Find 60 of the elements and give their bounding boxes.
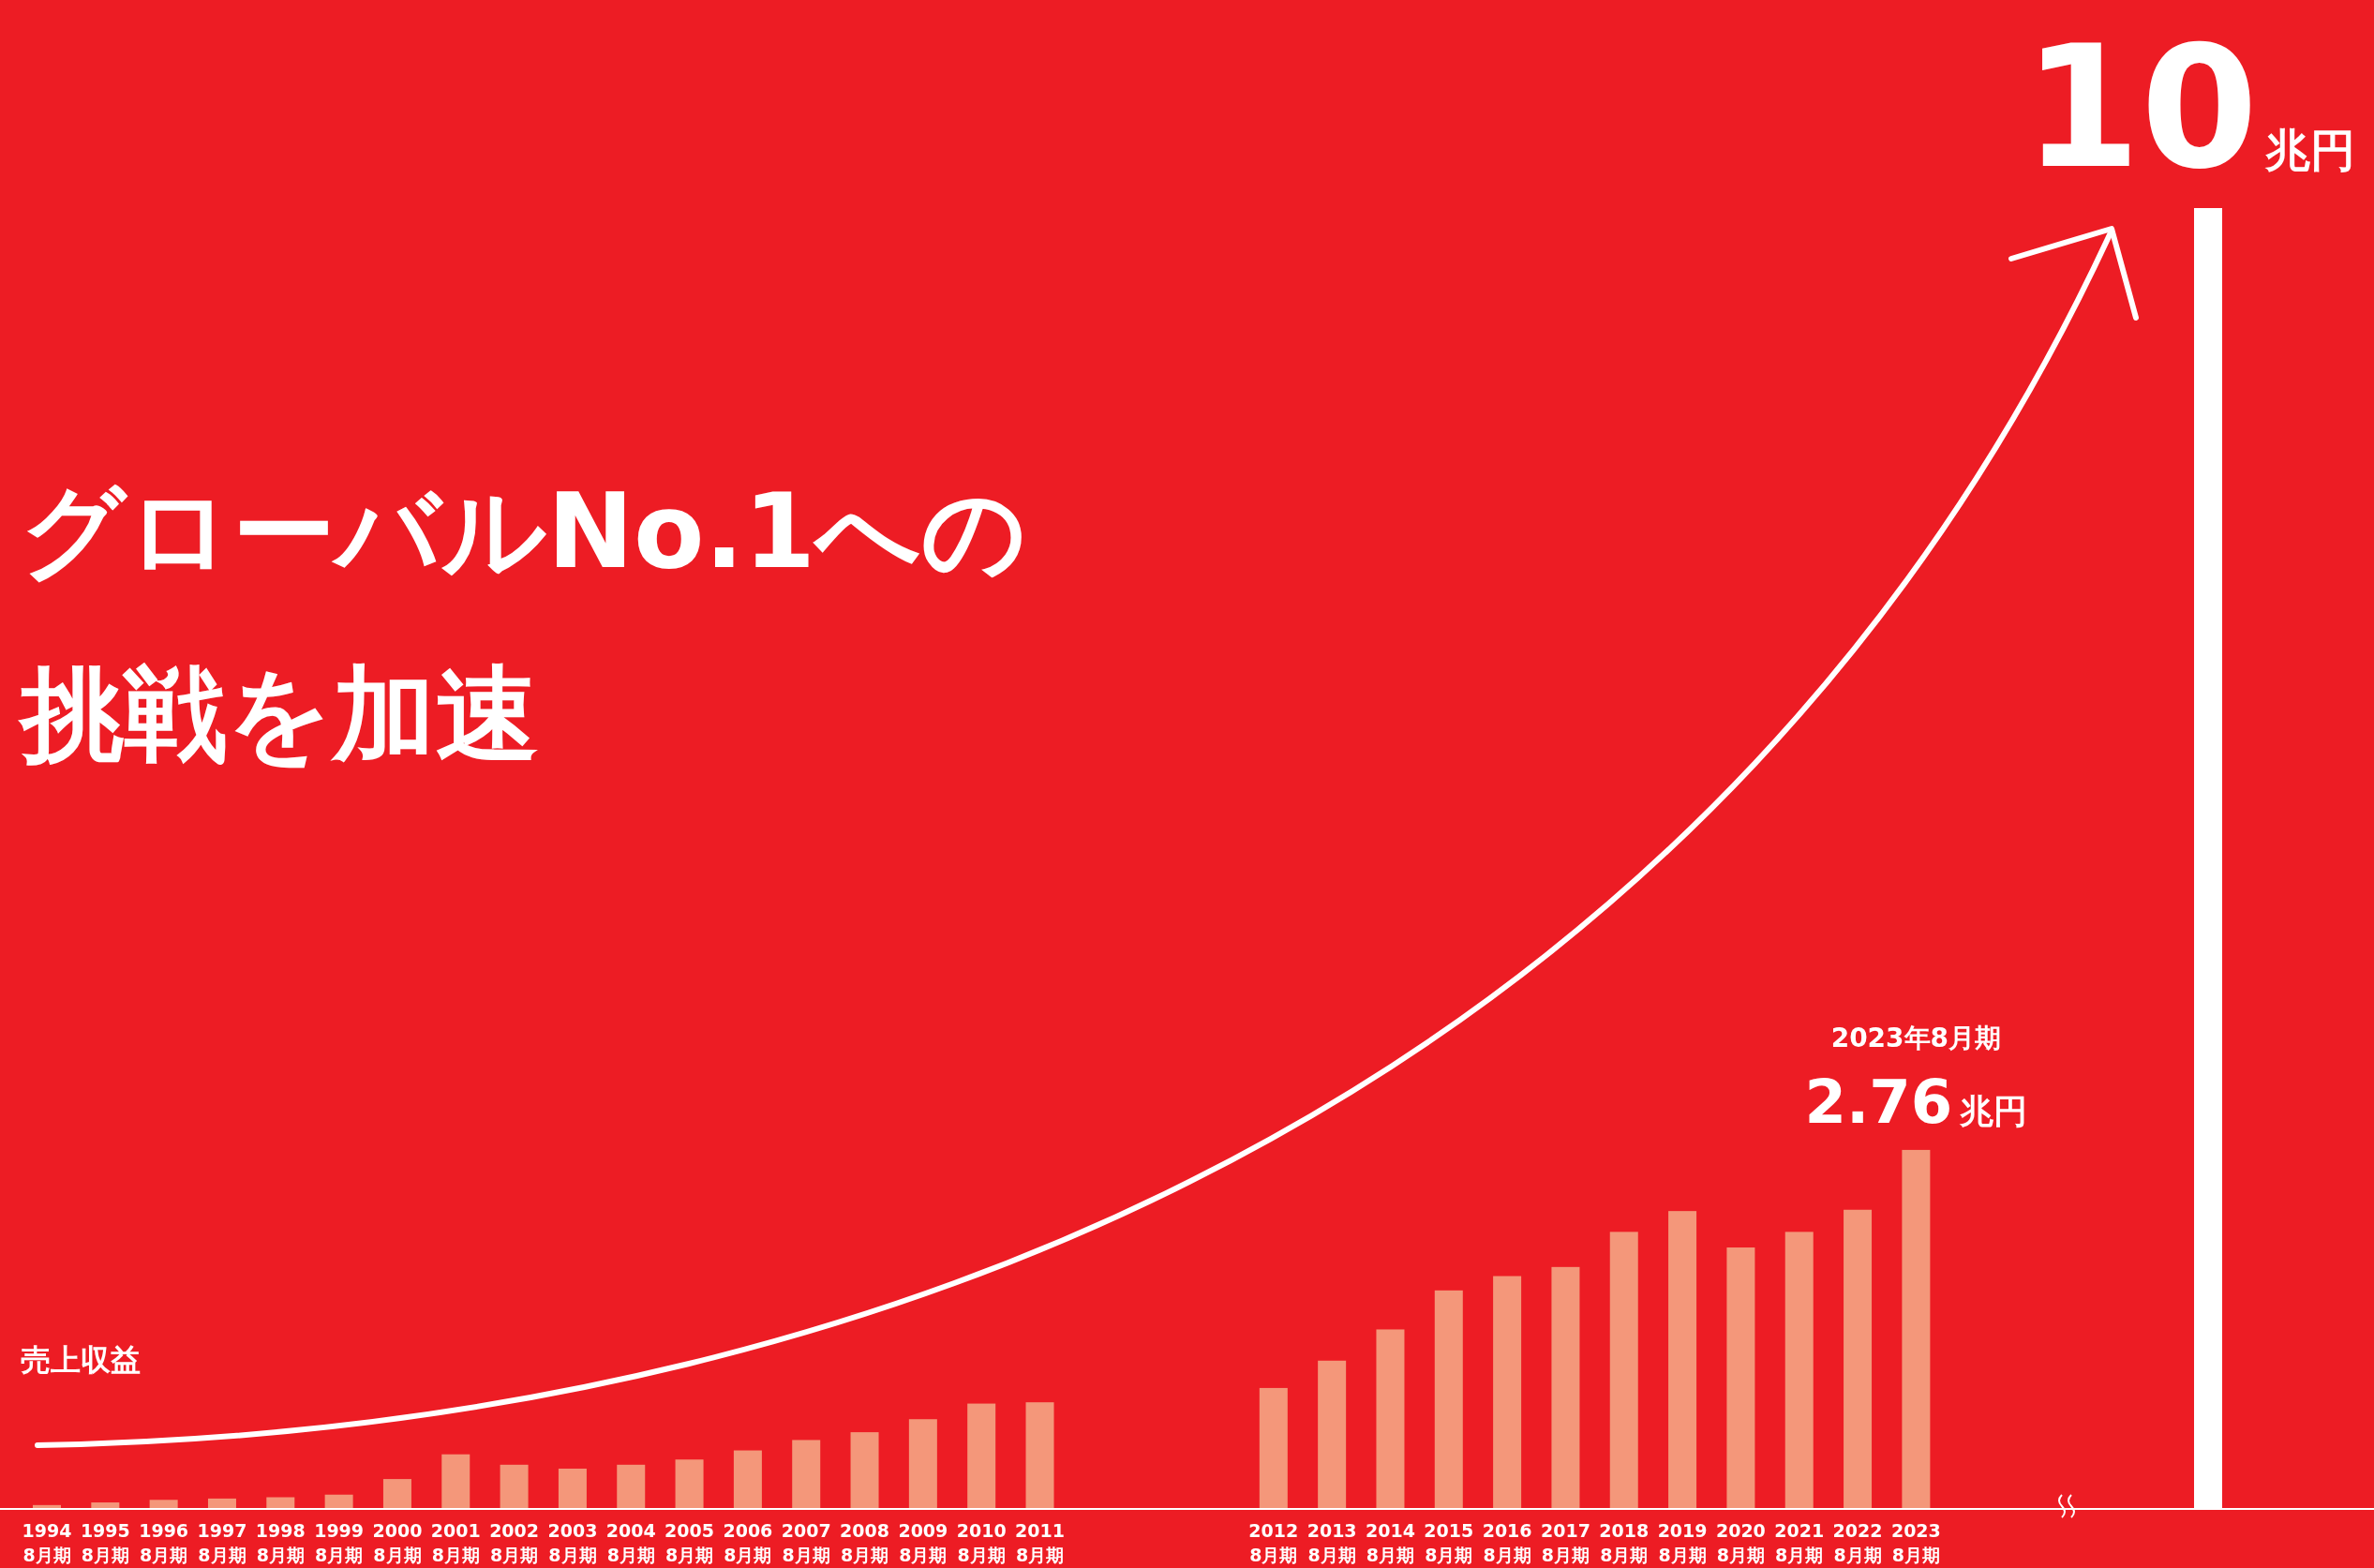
x-tick-label: 2002 8月期 [489, 1520, 540, 1565]
bar [1668, 1211, 1697, 1509]
bar [500, 1464, 529, 1509]
x-tick-label: 2001 8月期 [430, 1520, 481, 1565]
bar [1318, 1360, 1347, 1509]
bar [675, 1459, 704, 1509]
bar [441, 1454, 470, 1509]
x-tick-label: 2018 8月期 [1599, 1520, 1650, 1565]
bar [1726, 1247, 1755, 1509]
x-tick-label: 2011 8月期 [1015, 1520, 1065, 1565]
x-tick-label: 2023 8月期 [1890, 1520, 1941, 1565]
x-tick-label: 1997 8月期 [197, 1520, 247, 1565]
bar [967, 1403, 996, 1509]
bar [1434, 1290, 1463, 1509]
x-tick-label: 2000 8月期 [372, 1520, 423, 1565]
bar [1376, 1329, 1405, 1509]
x-tick-label: 2014 8月期 [1366, 1520, 1415, 1565]
x-tick-label: 2004 8月期 [605, 1520, 656, 1565]
x-tick-label: 2022 8月期 [1832, 1520, 1883, 1565]
bar [908, 1419, 937, 1509]
x-tick-label: 2017 8月期 [1540, 1520, 1590, 1565]
bar [792, 1440, 821, 1509]
bar [149, 1500, 178, 1509]
bar [1493, 1276, 1522, 1509]
bar [733, 1450, 762, 1509]
bar [1551, 1266, 1580, 1509]
x-tick-label: 1994 8月期 [22, 1520, 72, 1565]
x-tick-label: 2005 8月期 [664, 1520, 715, 1565]
x-tick-label: 2006 8月期 [723, 1520, 773, 1565]
x-tick-label: 1999 8月期 [314, 1520, 365, 1565]
x-tick-label: 2003 8月期 [547, 1520, 598, 1565]
x-tick-label: 1996 8月期 [139, 1520, 189, 1565]
x-tick-label: 2019 8月期 [1657, 1520, 1708, 1565]
x-tick-label: 1998 8月期 [255, 1520, 306, 1565]
bar [1609, 1232, 1638, 1509]
bar [207, 1498, 236, 1509]
bar [1784, 1232, 1814, 1509]
x-tick-label: 2009 8月期 [898, 1520, 948, 1565]
y-axis-title: 売上収益 [21, 1342, 141, 1378]
bar [1025, 1402, 1054, 1509]
x-tick-label: 2016 8月期 [1482, 1520, 1532, 1565]
bar [850, 1432, 879, 1509]
bar [1844, 1209, 1873, 1509]
bar [558, 1468, 587, 1509]
bar [617, 1464, 646, 1509]
x-tick-label: 2012 8月期 [1248, 1520, 1299, 1565]
text: グローバルNo.1への挑戦を加速 [18, 471, 1027, 774]
x-tick-label: 2021 8月期 [1774, 1520, 1825, 1565]
bar [324, 1494, 353, 1509]
bar [1259, 1387, 1288, 1509]
x-tick-label: 2020 8月期 [1715, 1520, 1766, 1565]
x-tick-label: 2008 8月期 [840, 1520, 889, 1565]
x-tick-label: 2015 8月期 [1424, 1520, 1474, 1565]
x-tick-label: 2013 8月期 [1306, 1520, 1357, 1565]
bar [1902, 1149, 1931, 1509]
bar [382, 1479, 411, 1509]
x-tick-label: 2010 8月期 [956, 1520, 1007, 1565]
x-tick-label: 1995 8月期 [80, 1520, 130, 1565]
annotation: 2023年8月期 [1830, 1022, 2002, 1053]
x-tick-label: 2007 8月期 [781, 1520, 831, 1565]
